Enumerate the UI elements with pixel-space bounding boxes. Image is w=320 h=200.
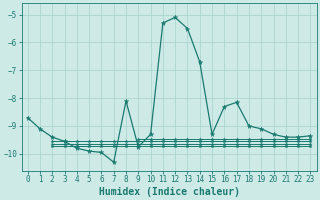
- X-axis label: Humidex (Indice chaleur): Humidex (Indice chaleur): [99, 186, 240, 197]
